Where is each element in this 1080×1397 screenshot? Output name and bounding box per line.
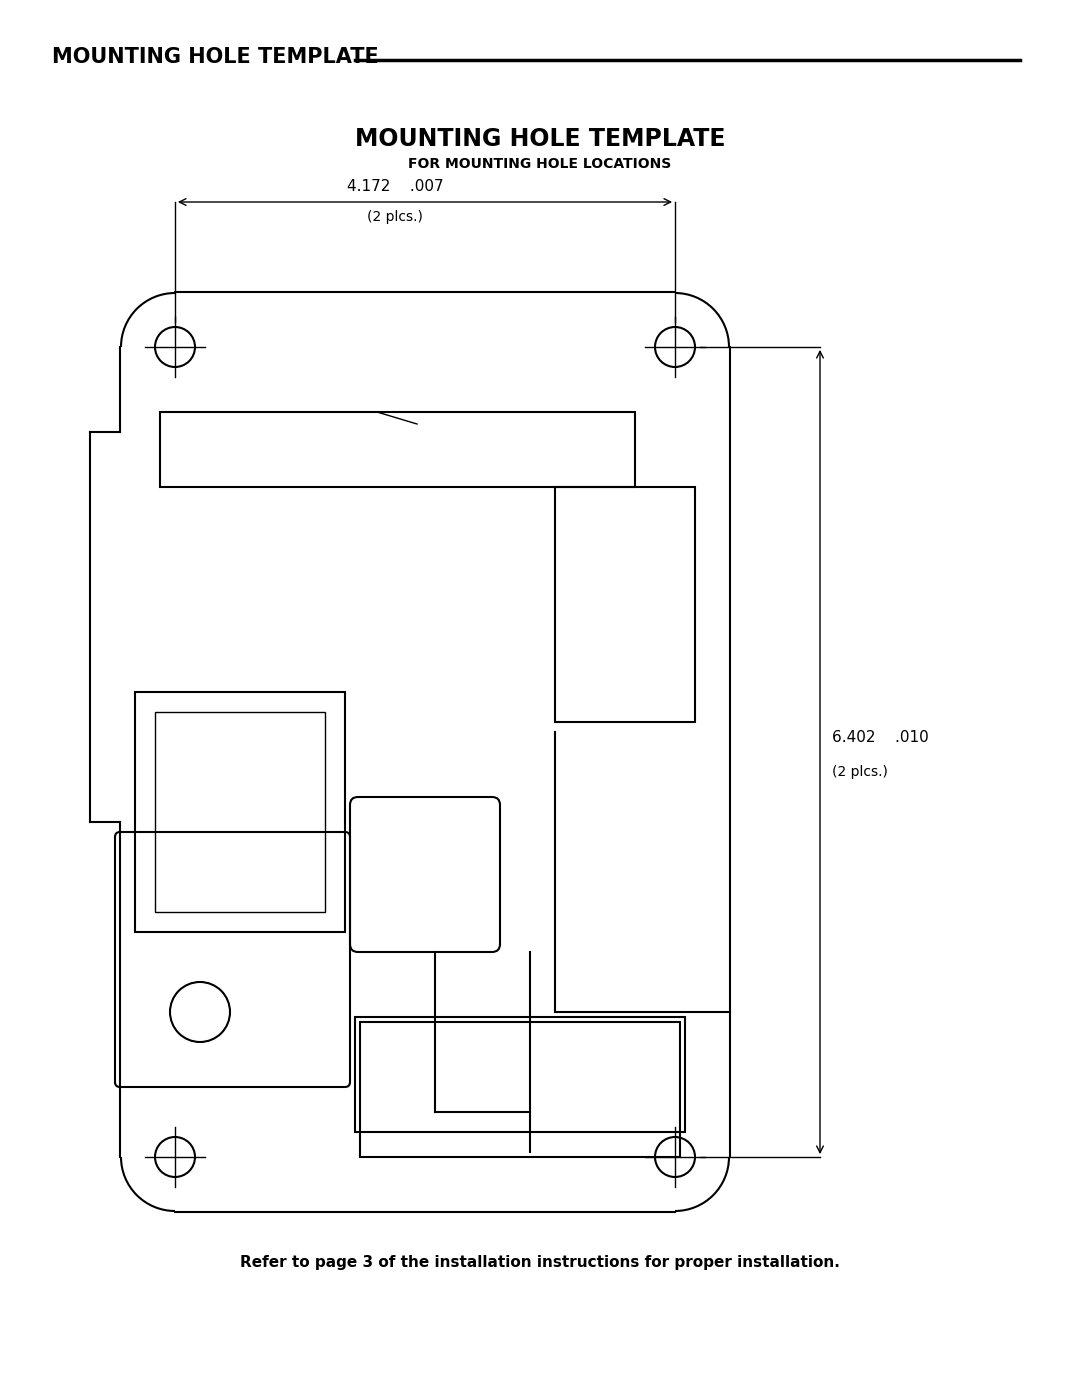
Text: 6.402    .010: 6.402 .010 (832, 729, 929, 745)
Bar (555, 488, 696, 722)
Text: MOUNTING HOLE TEMPLATE: MOUNTING HOLE TEMPLATE (52, 47, 379, 67)
Bar (160, 412, 635, 488)
Bar (360, 1023, 680, 1157)
Bar (355, 1017, 685, 1132)
Text: Refer to page 3 of the installation instructions for proper installation.: Refer to page 3 of the installation inst… (240, 1255, 840, 1270)
Text: (2 plcs.): (2 plcs.) (832, 766, 888, 780)
Bar (156, 712, 325, 912)
Bar (135, 692, 345, 932)
Text: FOR MOUNTING HOLE LOCATIONS: FOR MOUNTING HOLE LOCATIONS (408, 156, 672, 170)
Text: (2 plcs.): (2 plcs.) (367, 210, 423, 224)
Text: MOUNTING HOLE TEMPLATE: MOUNTING HOLE TEMPLATE (354, 127, 726, 151)
Text: 4.172    .007: 4.172 .007 (347, 179, 443, 194)
